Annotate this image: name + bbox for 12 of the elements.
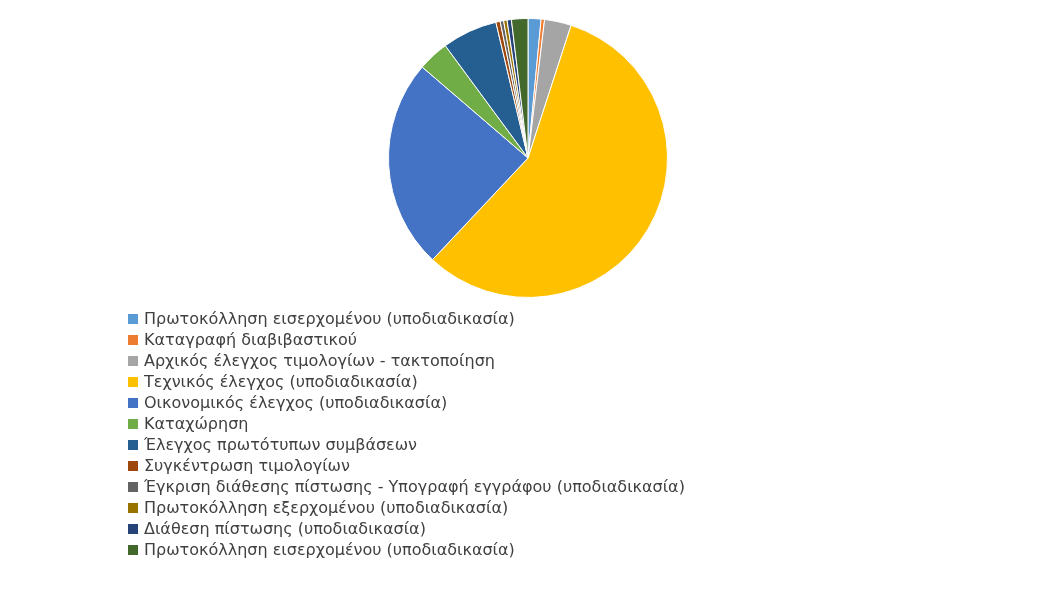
legend-label: Αρχικός έλεγχος τιμολογίων - τακτοποίηση <box>144 351 495 370</box>
legend-label: Έλεγχος πρωτότυπων συμβάσεων <box>144 435 418 454</box>
legend-label: Πρωτοκόλληση εξερχομένου (υποδιαδικασία) <box>144 498 509 517</box>
legend-label: Καταχώρηση <box>144 414 249 433</box>
legend-label: Συγκέντρωση τιμολογίων <box>144 456 350 475</box>
legend-label: Διάθεση πίστωσης (υποδιαδικασία) <box>144 519 426 538</box>
legend-label: Έγκριση διάθεσης πίστωσης - Υπογραφή εγγράφου (υποδιαδικασία) <box>144 477 685 496</box>
legend-label: Καταγραφή διαβιβαστικού <box>144 330 357 349</box>
legend-label: Πρωτοκόλληση εισερχομένου (υποδιαδικασία) <box>144 309 515 328</box>
legend-label: Πρωτοκόλληση εισερχομένου (υποδιαδικασία) <box>144 540 515 559</box>
legend-label: Οικονομικός έλεγχος (υποδιαδικασία) <box>144 393 448 412</box>
legend-label: Τεχνικός έλεγχος (υποδιαδικασία) <box>144 372 418 391</box>
